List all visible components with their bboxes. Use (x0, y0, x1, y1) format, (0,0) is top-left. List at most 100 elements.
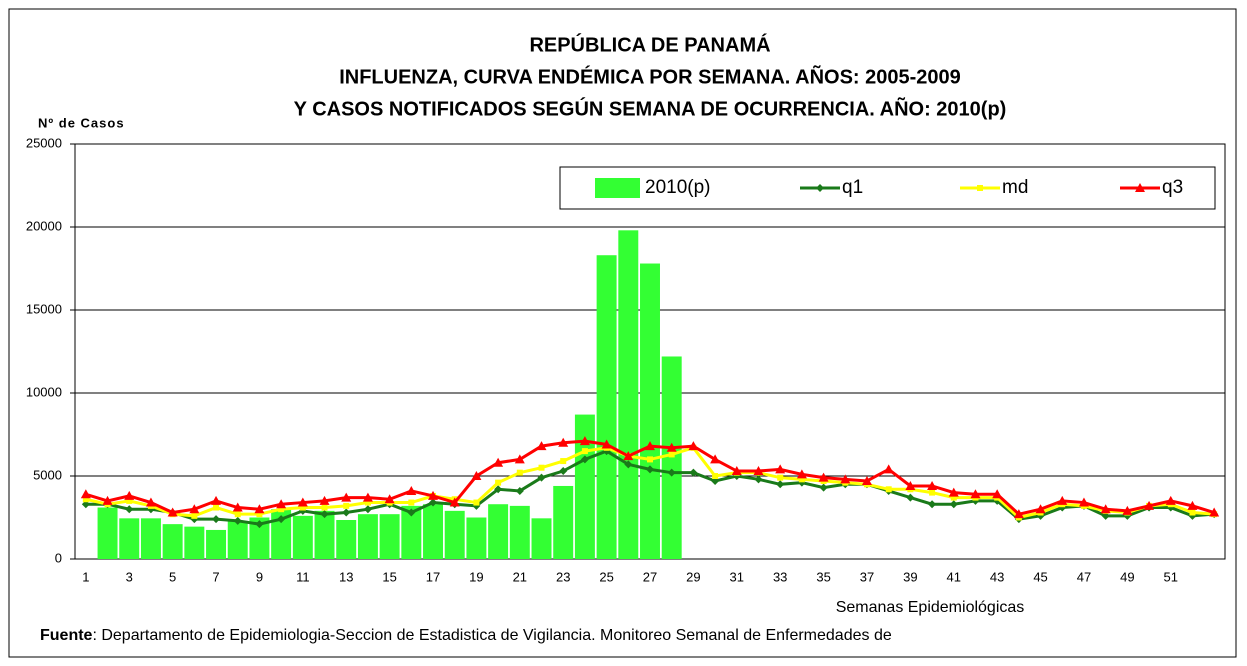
legend-label: q1 (842, 177, 863, 198)
bar (509, 505, 530, 559)
marker (624, 460, 633, 469)
bar (227, 520, 248, 559)
marker (581, 448, 588, 455)
bar (466, 517, 487, 559)
bar (314, 510, 335, 559)
marker (319, 495, 330, 505)
bar (292, 515, 313, 559)
chart-title: INFLUENZA, CURVA ENDÉMICA POR SEMANA. AÑ… (339, 65, 961, 88)
bar (444, 510, 465, 559)
marker (949, 500, 958, 509)
marker (473, 499, 480, 506)
y-tick-label: 5000 (33, 467, 62, 482)
marker (516, 469, 523, 476)
marker (1187, 500, 1198, 510)
marker (362, 492, 373, 502)
bar (357, 514, 378, 559)
marker (538, 464, 545, 471)
marker (754, 475, 763, 484)
marker (429, 498, 438, 507)
marker (712, 473, 719, 479)
marker (861, 475, 872, 485)
marker (514, 454, 525, 464)
marker (125, 505, 134, 514)
marker (1100, 504, 1111, 514)
x-tick-label: 45 (1033, 569, 1047, 584)
y-tick-label: 10000 (26, 384, 62, 399)
y-tick-label: 15000 (26, 301, 62, 316)
x-tick-label: 15 (382, 569, 396, 584)
marker (667, 468, 676, 477)
bar (97, 507, 118, 559)
marker (776, 480, 785, 489)
legend-label: q3 (1162, 177, 1183, 198)
chart-title: REPÚBLICA DE PANAMÁ (529, 32, 770, 56)
marker (558, 437, 569, 447)
x-tick-label: 31 (730, 569, 744, 584)
marker (256, 511, 263, 518)
marker (495, 479, 502, 486)
marker (321, 504, 328, 511)
x-tick-label: 9 (256, 569, 263, 584)
marker (1189, 509, 1196, 516)
bar (531, 518, 552, 559)
bar (553, 485, 574, 559)
marker (666, 442, 677, 452)
marker (536, 441, 547, 451)
marker (777, 474, 784, 481)
marker (407, 508, 416, 517)
marker (276, 499, 287, 509)
marker (126, 497, 133, 504)
marker (167, 507, 178, 517)
marker (753, 466, 764, 476)
marker (970, 489, 981, 499)
marker (233, 516, 242, 525)
x-axis-label: Semanas Epidemiológicas (836, 599, 1025, 616)
marker (343, 502, 350, 509)
x-tick-label: 11 (296, 569, 310, 584)
marker (102, 495, 113, 505)
marker (408, 499, 415, 506)
marker (928, 500, 937, 509)
marker (646, 465, 654, 474)
marker (689, 468, 698, 477)
legend-label: 2010(p) (645, 177, 711, 198)
marker (710, 454, 721, 464)
marker (537, 473, 546, 482)
x-tick-label: 43 (990, 569, 1004, 584)
marker (1078, 497, 1089, 507)
marker (80, 489, 91, 499)
bar (401, 505, 422, 559)
marker (191, 512, 198, 519)
marker (299, 504, 306, 511)
marker (818, 472, 829, 482)
x-tick-label: 5 (169, 569, 176, 584)
x-tick-label: 19 (469, 569, 483, 584)
marker (927, 480, 938, 490)
marker (559, 467, 568, 476)
marker (883, 464, 894, 474)
bar (596, 255, 617, 559)
marker (1057, 495, 1068, 505)
y-axis-label: Nº de Casos (38, 115, 125, 130)
bar (618, 230, 639, 559)
marker (342, 508, 351, 517)
legend-label: md (1002, 177, 1028, 198)
marker (212, 515, 221, 524)
x-tick-label: 47 (1077, 569, 1091, 584)
marker (449, 497, 460, 507)
marker (213, 504, 220, 511)
marker (623, 451, 634, 461)
x-tick-label: 49 (1120, 569, 1134, 584)
x-tick-label: 37 (860, 569, 874, 584)
marker (775, 464, 786, 474)
x-tick-label: 25 (599, 569, 613, 584)
legend (559, 166, 1216, 210)
marker (277, 515, 286, 524)
bar (140, 518, 161, 559)
marker (145, 497, 156, 507)
y-tick-label: 25000 (26, 135, 62, 150)
marker (234, 511, 241, 518)
bar (488, 504, 509, 559)
marker (494, 485, 503, 494)
